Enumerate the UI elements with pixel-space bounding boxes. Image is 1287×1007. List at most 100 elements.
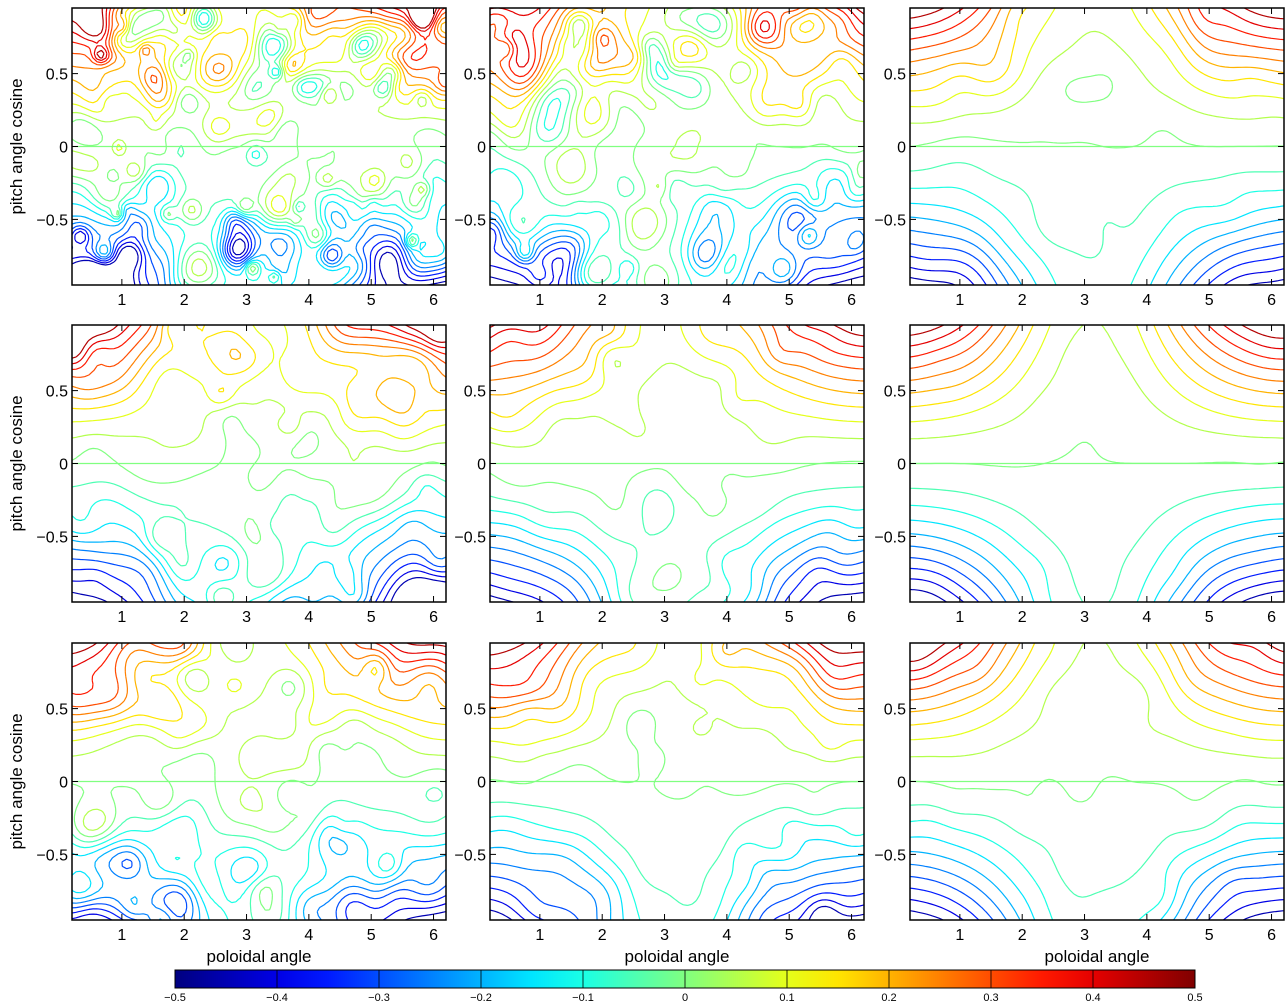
contour-level [910,276,1284,285]
x-tick-label: 4 [722,927,731,944]
contour-level [490,325,864,382]
x-tick-label: 1 [955,927,964,944]
colorbar-tick-label: −0.2 [470,992,492,1004]
x-tick-label: 2 [598,609,607,626]
x-tick-label: 1 [117,927,126,944]
contour-level [910,325,1284,371]
x-tick-label: 2 [180,609,189,626]
x-tick-label: 6 [429,927,438,944]
colorbar-tick-label: 0.5 [1187,992,1202,1004]
contour-level [72,553,446,602]
contour-level [910,255,1284,285]
contour-level [910,532,1284,602]
y-tick-label: 0.5 [884,384,906,401]
panel-1-1: 1 2 3 4 5 6 0.5 0 −0.5 [454,324,865,626]
y-tick-label: 0 [59,140,68,157]
contour-level [910,8,1284,108]
contour-level [490,8,864,85]
contour-level [72,520,446,602]
contour-level [910,875,1284,920]
contour-level [72,206,446,285]
y-tick-label: −0.5 [454,212,486,229]
y-tick-label: −0.5 [874,847,906,864]
contour-level [72,415,446,545]
y-tick-label: 0.5 [464,67,486,84]
contour-level [72,325,446,440]
contour-level [72,325,446,371]
contour-level [910,567,1284,602]
contour-level [490,8,864,240]
x-tick-label: 3 [1080,927,1089,944]
y-tick-label: 0.5 [46,702,68,719]
contour-level [910,229,1284,285]
contour-level [910,8,1284,41]
panel-0-1: 1 2 3 4 5 6 0.5 0 −0.5 [454,7,865,309]
contour-level [910,30,1284,124]
contour-level [490,643,864,670]
contour-level [490,8,864,128]
contour-level [72,510,446,602]
contour-level [490,204,864,285]
colorbar-tick-label: 0.4 [1085,992,1100,1004]
contour-level [490,8,864,78]
contour-level [72,562,446,602]
panels-layer: 1 2 3 4 5 6 0.5 0 −0.5 pitch angle cosine 1 2 3 4 5 6 0.… [7,7,1285,966]
contour-level [910,8,1284,92]
contour-level [72,8,446,109]
contour-level [490,211,864,285]
x-tick-label: 2 [598,927,607,944]
contour-level [910,486,1284,602]
contour-level [910,836,1284,920]
x-tick-label: 5 [785,609,794,626]
contour-level [72,8,446,88]
x-tick-label: 4 [722,292,731,309]
contour-level [490,643,864,719]
contour-level [910,186,1284,285]
contour-level [490,325,864,396]
contour-level [910,8,1284,77]
colorbar-tick-label: −0.4 [266,992,288,1004]
contour-level [490,643,864,730]
contour-level [490,13,864,285]
contour-level [490,325,864,370]
contour-level [910,8,1284,63]
contour-level [72,230,446,285]
x-tick-label: 6 [847,292,856,309]
contour-level [490,643,864,709]
x-tick-label: 3 [1080,292,1089,309]
contour-level [72,894,446,920]
contour-level [910,503,1284,602]
contour-level [72,223,446,285]
y-tick-label: −0.5 [36,212,68,229]
panel-2-1: 1 2 3 4 5 6 0.5 0 −0.5 poloidal angle [454,642,865,966]
y-tick-label: −0.5 [36,529,68,546]
x-tick-label: 2 [598,292,607,309]
colorbar-tick-label: −0.5 [164,992,186,1004]
colorbar-tick-label: 0 [682,992,688,1004]
contour-level [910,643,1284,681]
y-tick-label: 0 [59,457,68,474]
contour-level [72,8,446,102]
contour-level [490,532,864,602]
panel-1-2: 1 2 3 4 5 6 0.5 0 −0.5 [874,324,1285,626]
contour-level [910,863,1284,920]
x-tick-label: 3 [660,609,669,626]
contour-level [72,851,446,920]
contour-level [72,8,446,283]
x-tick-label: 5 [1205,292,1214,309]
contour-level [910,643,1284,726]
contour-level [490,875,864,920]
contour-lines [72,8,446,285]
x-tick-label: 1 [955,292,964,309]
x-tick-label: 5 [785,292,794,309]
contour-level [910,643,1284,713]
x-tick-label: 3 [242,927,251,944]
x-tick-label: 6 [847,927,856,944]
contour-level [910,898,1284,920]
colorbar: −0.5 −0.4 −0.3 −0.2 −0.1 0 0.1 0.2 0.3 0.4 0.5 [164,969,1203,1004]
x-tick-label: 4 [304,292,313,309]
contour-level [490,862,864,920]
contour-level [910,643,1284,741]
contour-level [490,460,864,592]
contour-level [490,178,864,285]
